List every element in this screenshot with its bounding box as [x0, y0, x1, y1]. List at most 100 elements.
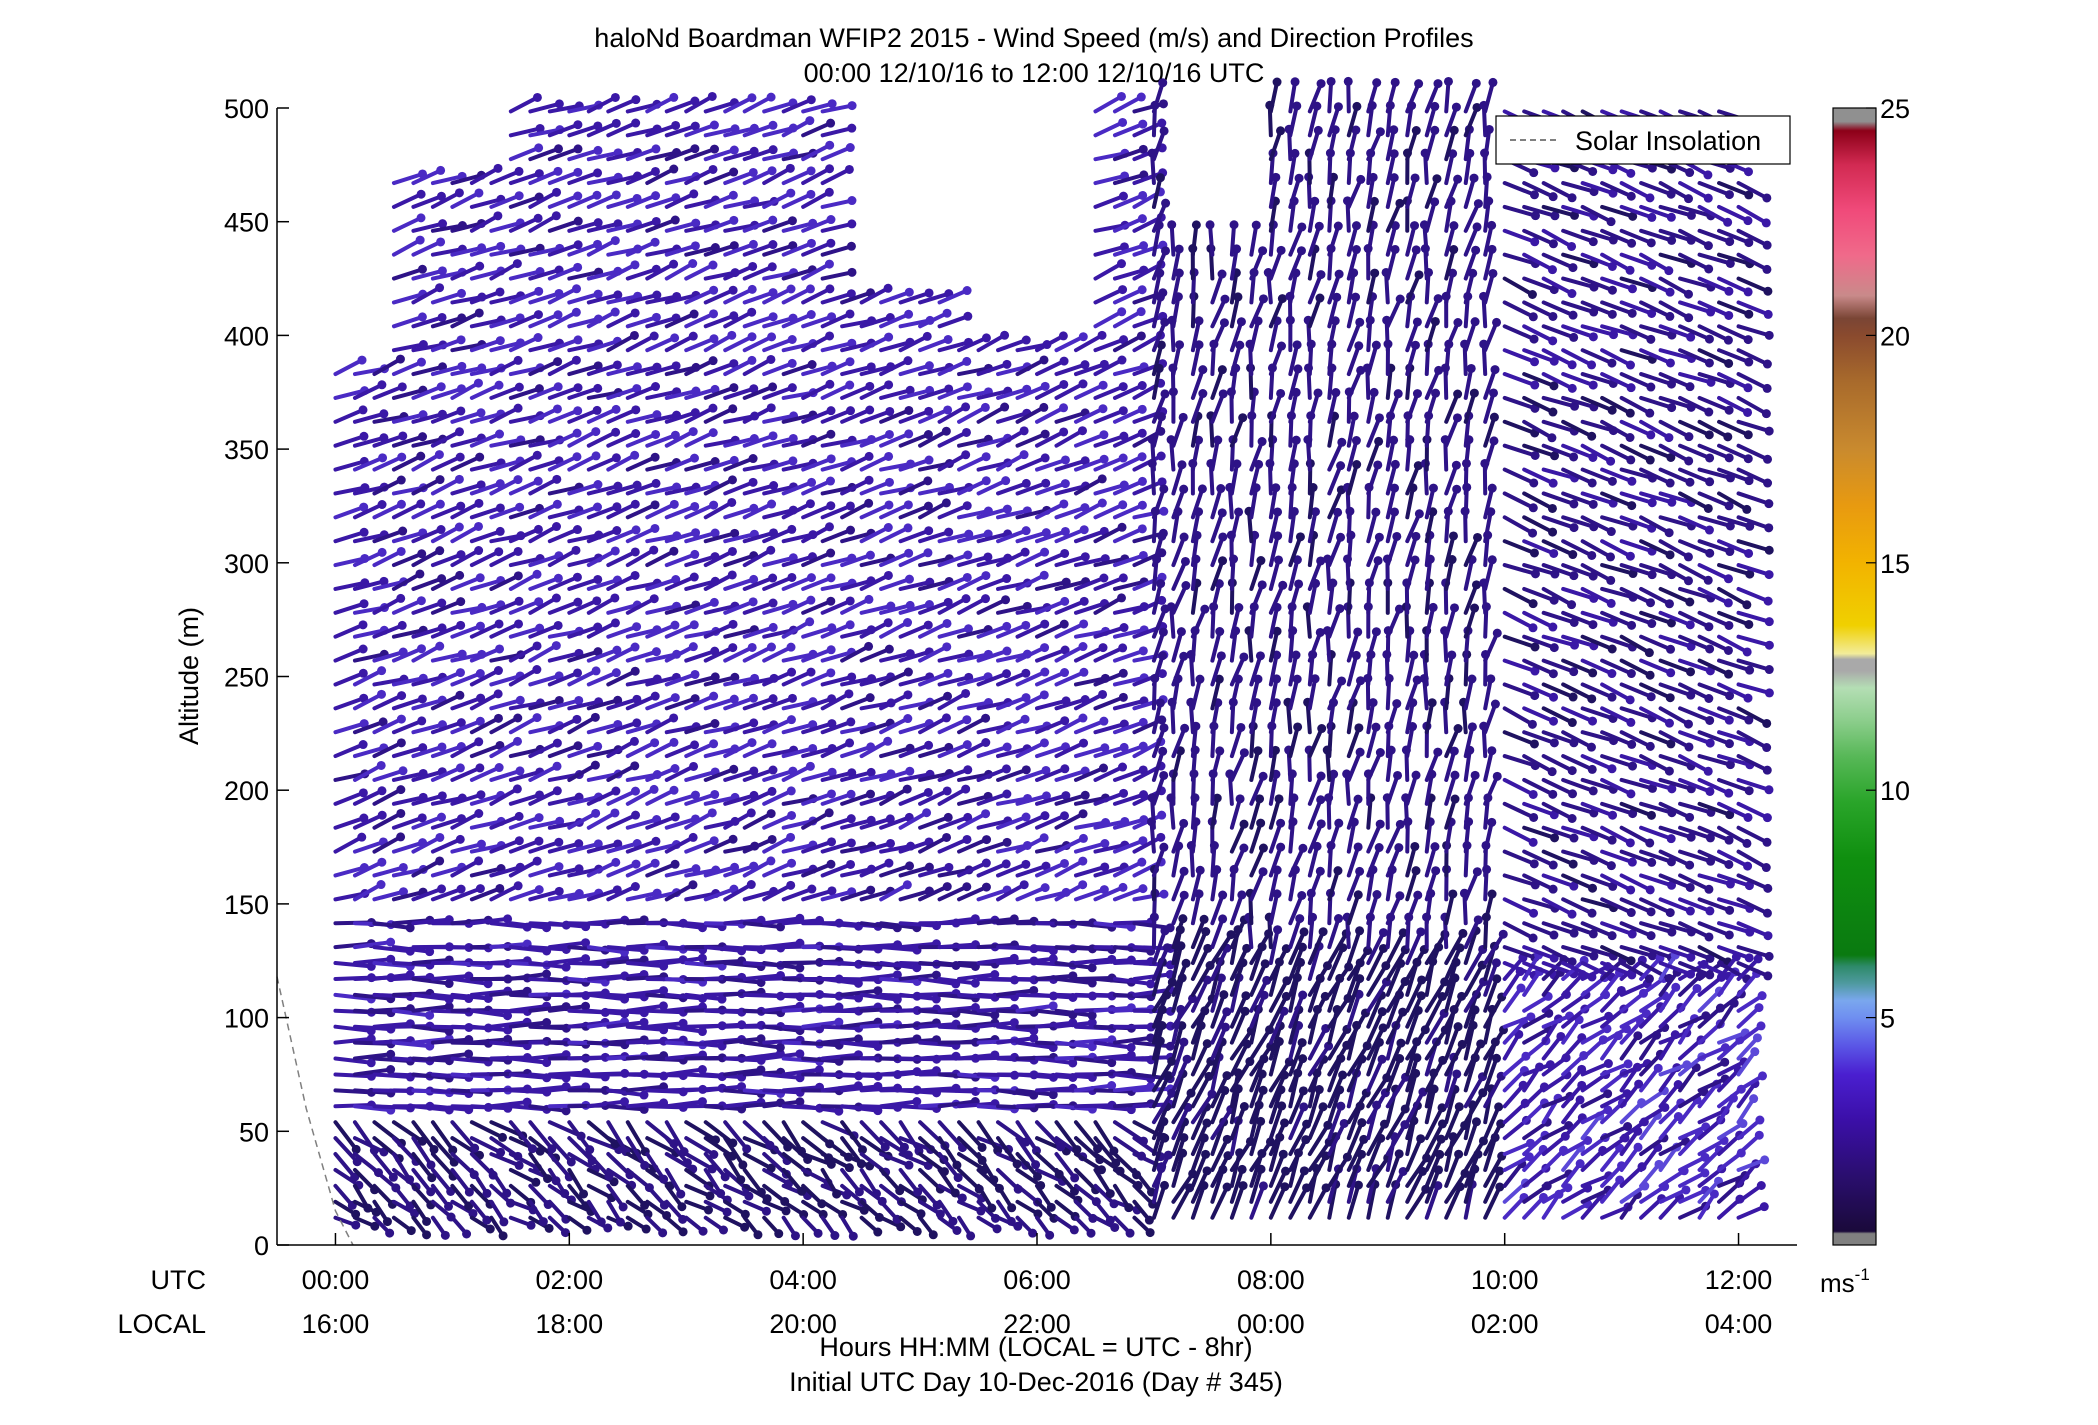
- wind-barb: [567, 555, 601, 568]
- wind-barb: [391, 1152, 412, 1182]
- wind-barb: [411, 744, 444, 759]
- wind-barb: [645, 675, 679, 687]
- wind-barb-dot: [418, 432, 428, 442]
- wind-barb-dot: [639, 1090, 649, 1100]
- wind-barb-dot: [943, 812, 953, 822]
- wind-barb-dot: [691, 218, 701, 228]
- wind-barb-dot: [689, 189, 699, 199]
- wind-barb-dot: [1318, 1102, 1328, 1112]
- wind-barb-dot: [866, 885, 876, 895]
- wind-barb: [567, 625, 600, 639]
- wind-barb: [625, 1136, 647, 1168]
- wind-barb-dot: [768, 240, 778, 250]
- wind-barb: [450, 696, 483, 711]
- wind-barb-dot: [807, 477, 817, 487]
- wind-barb: [703, 218, 736, 233]
- wind-barb: [547, 548, 578, 568]
- wind-barb: [547, 1136, 574, 1164]
- wind-barb-dot: [658, 1001, 668, 1011]
- wind-barb: [352, 411, 386, 424]
- wind-barb: [372, 502, 404, 520]
- wind-barb-dot: [826, 118, 836, 128]
- wind-barb: [723, 1136, 745, 1167]
- wind-barb-dot: [727, 546, 737, 556]
- wind-barb-dot: [962, 882, 972, 892]
- wind-barb-dot: [464, 1049, 474, 1059]
- wind-barb: [645, 485, 679, 496]
- wind-barb: [645, 577, 678, 591]
- wind-barb: [586, 992, 627, 1002]
- wind-barb: [450, 190, 481, 209]
- wind-barb-dot: [434, 450, 444, 460]
- wind-barb-dot: [554, 886, 564, 896]
- wind-barb-dot: [640, 1160, 650, 1170]
- wind-barb: [547, 146, 581, 162]
- wind-barb-dot: [494, 763, 504, 773]
- wind-barb: [664, 696, 698, 711]
- wind-barb-dot: [730, 672, 740, 682]
- wind-barb-dot: [443, 1201, 453, 1211]
- wind-barb-dot: [1002, 621, 1012, 631]
- wind-barb: [645, 363, 679, 377]
- wind-barb-dot: [1118, 191, 1128, 201]
- wind-barb-dot: [942, 618, 952, 628]
- wind-barb-dot: [456, 501, 466, 511]
- wind-barb-dot: [515, 502, 525, 512]
- wind-barb-dot: [650, 500, 660, 510]
- wind-barb: [606, 196, 640, 209]
- wind-barb: [489, 340, 523, 353]
- wind-barb-dot: [952, 1225, 962, 1235]
- wind-barb-dot: [1137, 500, 1147, 510]
- wind-barb: [489, 315, 523, 329]
- wind-barb-dot: [690, 121, 700, 131]
- wind-barb-dot: [678, 1227, 688, 1237]
- wind-barb-dot: [1179, 1037, 1189, 1047]
- wind-barb: [723, 1120, 749, 1151]
- wind-barb: [567, 453, 599, 472]
- wind-barb-dot: [688, 259, 698, 269]
- wind-barb-dot: [1002, 837, 1012, 847]
- wind-barb-dot: [632, 362, 642, 372]
- wind-barb-dot: [435, 832, 445, 842]
- wind-barb: [489, 1120, 525, 1138]
- wind-barb: [625, 365, 659, 377]
- chart-title: haloNd Boardman WFIP2 2015 - Wind Speed …: [594, 23, 1473, 53]
- wind-barb-dot: [475, 763, 485, 773]
- wind-barb-dot: [709, 285, 719, 295]
- wind-barb-dot: [1117, 307, 1127, 317]
- wind-barb-dot: [398, 431, 408, 441]
- wind-barb-dot: [1222, 1007, 1232, 1017]
- wind-barb: [606, 333, 637, 353]
- wind-barb-dot: [787, 358, 797, 368]
- wind-barb: [567, 148, 600, 162]
- wind-barb-dot: [631, 859, 641, 869]
- wind-barb: [586, 430, 618, 448]
- wind-barb-dot: [553, 144, 563, 154]
- wind-barb: [684, 222, 718, 233]
- wind-barb-dot: [943, 668, 953, 678]
- wind-barb-dot: [729, 764, 739, 774]
- wind-barb: [703, 746, 737, 759]
- wind-barb: [645, 315, 679, 329]
- wind-barb: [411, 601, 444, 615]
- wind-barb: [703, 193, 736, 209]
- wind-barb-dot: [456, 620, 466, 630]
- wind-barb: [645, 335, 677, 353]
- wind-barb-dot: [1118, 285, 1128, 295]
- wind-barb-dot: [709, 691, 719, 701]
- wind-barb: [469, 1024, 510, 1033]
- wind-barb-dot: [1220, 294, 1230, 304]
- wind-barb: [684, 792, 717, 806]
- wind-barb: [625, 627, 659, 639]
- wind-barb-dot: [426, 1160, 436, 1170]
- wind-barb-dot: [1197, 484, 1207, 494]
- wind-barb-dot: [1116, 259, 1126, 269]
- wind-barb: [586, 548, 618, 568]
- wind-barb: [430, 223, 465, 233]
- wind-barb-dot: [923, 787, 933, 797]
- wind-barb: [528, 406, 560, 424]
- wind-barb: [625, 596, 657, 615]
- wind-barb-dot: [396, 593, 406, 603]
- wind-barb-dot: [623, 1221, 633, 1231]
- wind-barb-dot: [824, 187, 834, 197]
